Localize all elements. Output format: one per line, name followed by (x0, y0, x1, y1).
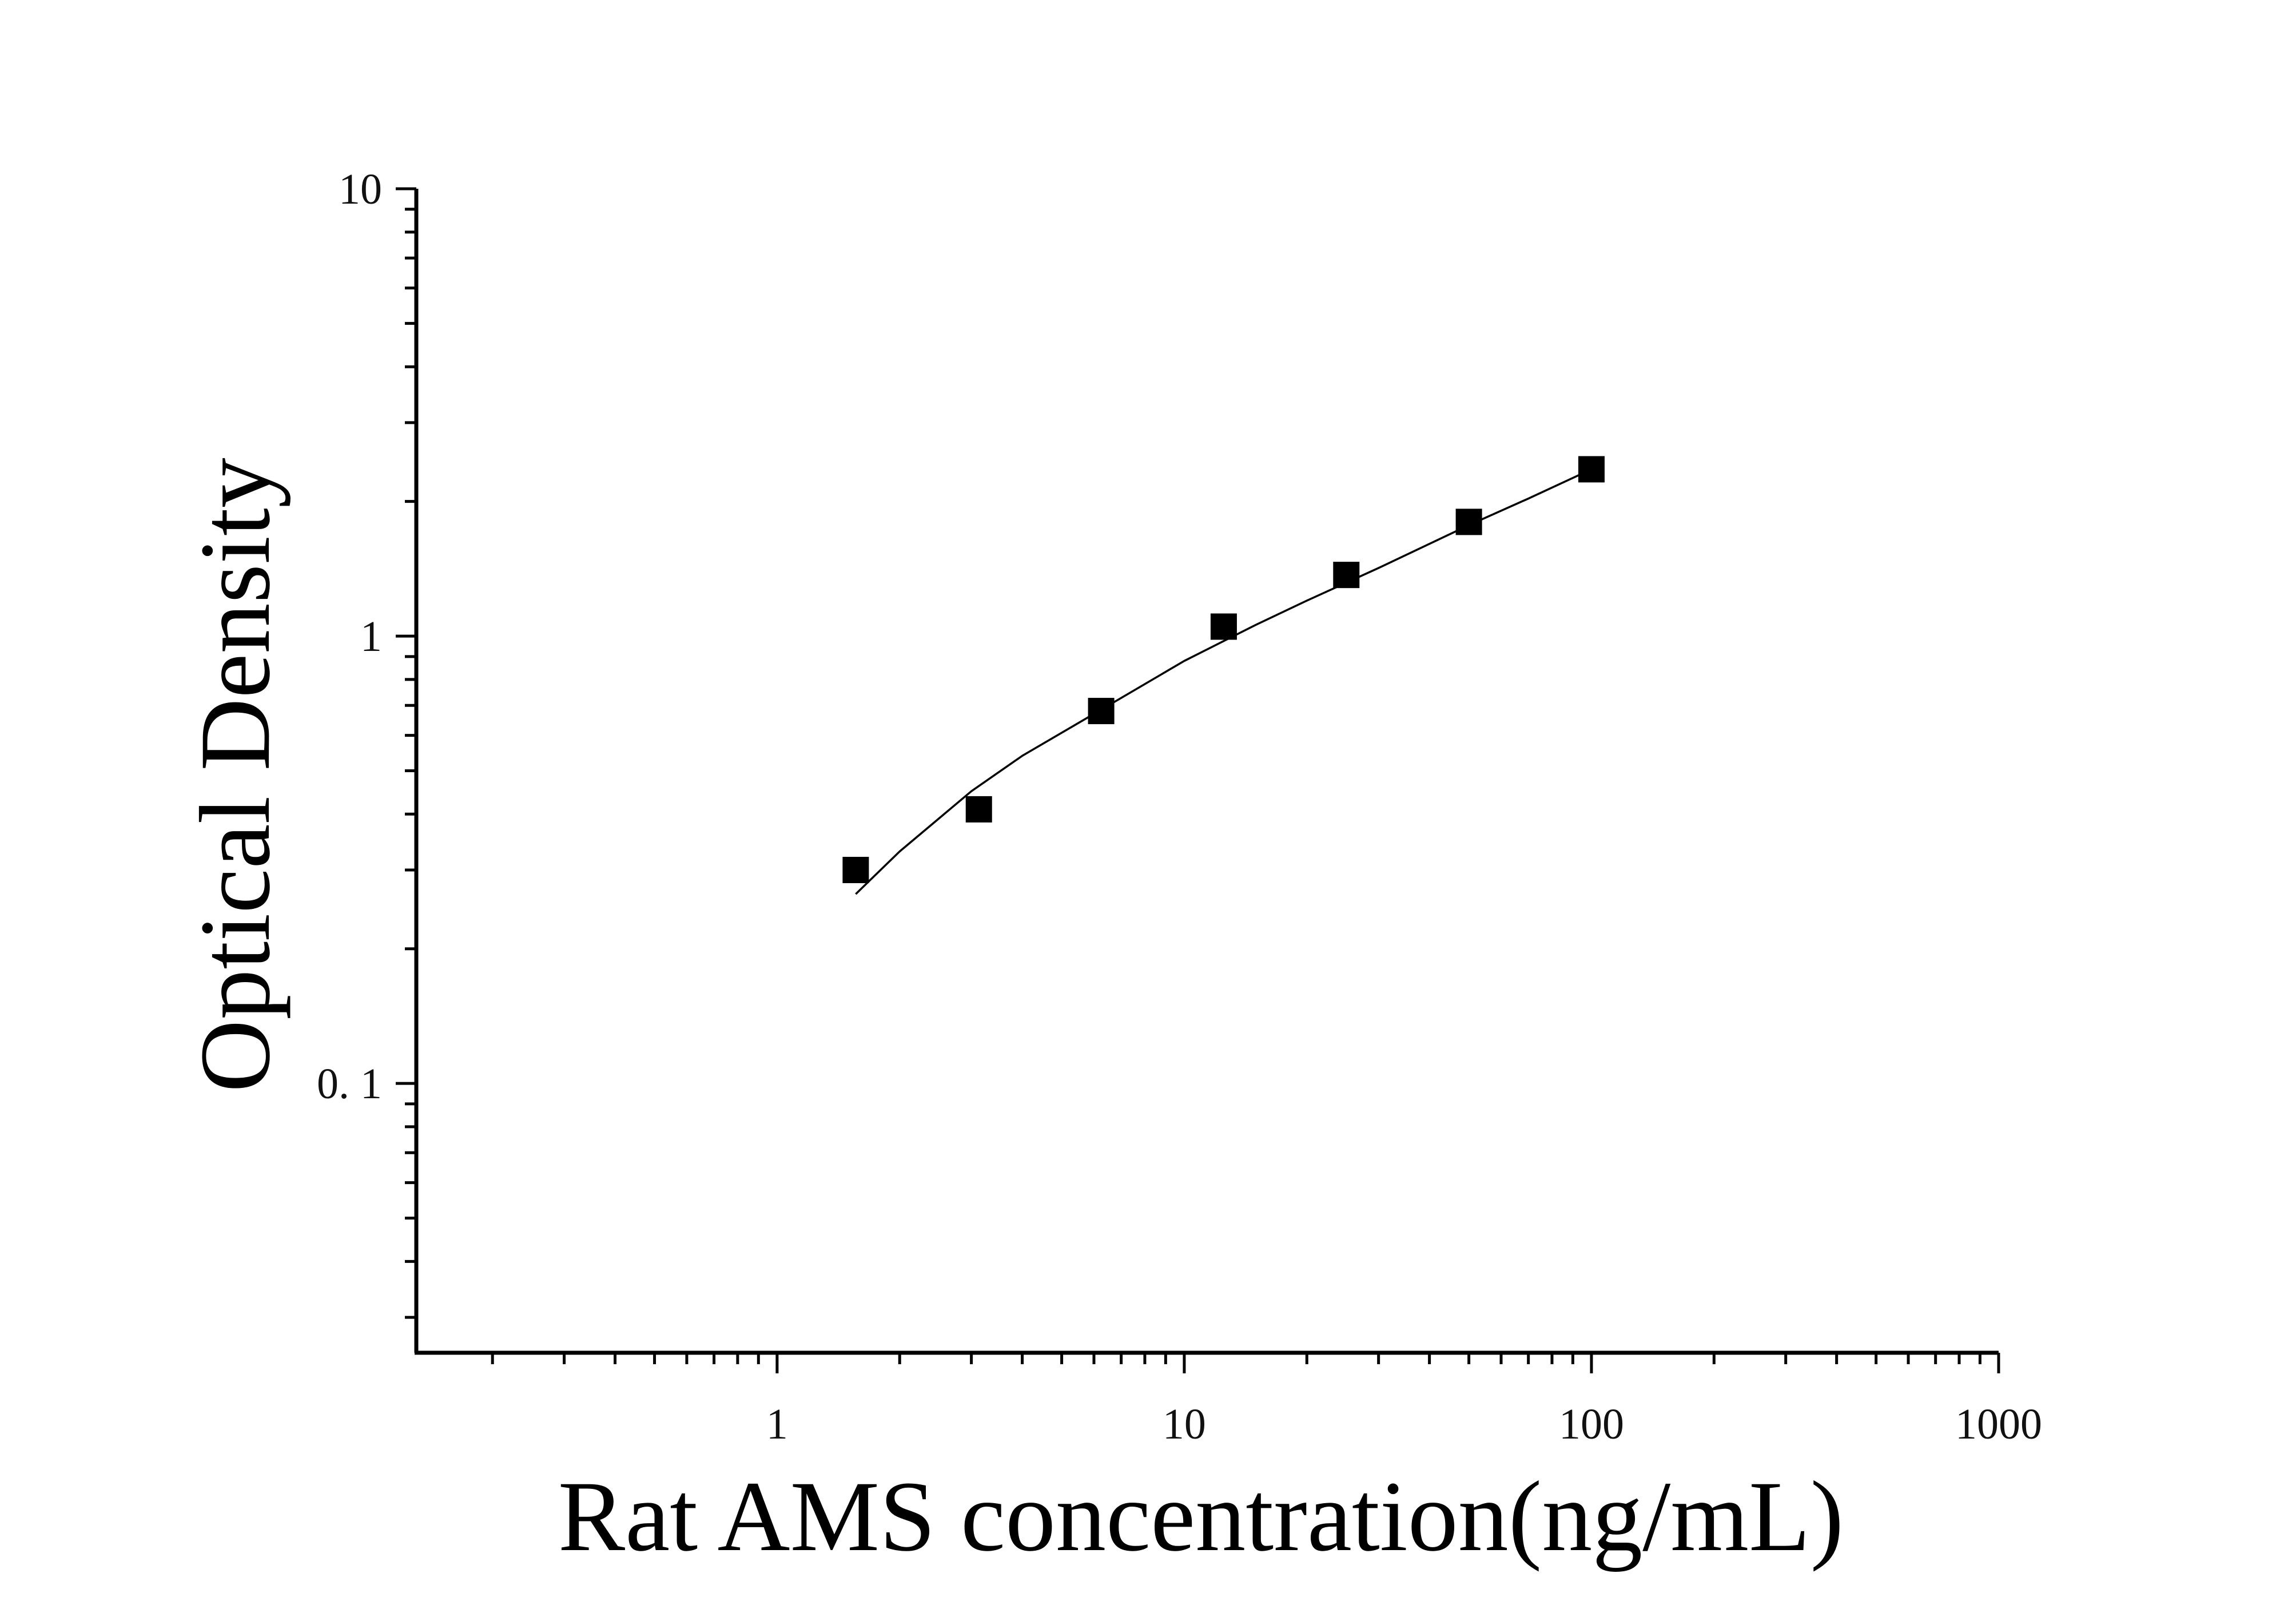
data-point (1088, 698, 1115, 725)
y-axis-title: Optical Density (180, 458, 291, 1092)
data-point (1333, 562, 1360, 589)
data-point (1455, 508, 1482, 535)
x-tick-label: 10 (1163, 1400, 1206, 1448)
axes: 1 10 100 1000 0. 1 1 10 (317, 165, 2042, 1448)
x-axis-title: Rat AMS concentration(ng/mL) (558, 1461, 1844, 1572)
x-tick-label: 1 (766, 1400, 788, 1448)
y-tick-label: 10 (339, 165, 382, 213)
data-point (842, 857, 869, 884)
y-tick-label: 1 (360, 613, 382, 661)
x-tick-label: 1000 (1955, 1400, 2042, 1448)
data-point (1578, 456, 1605, 483)
x-tick-label: 100 (1559, 1400, 1624, 1448)
data-point (965, 796, 992, 823)
data-point (1210, 613, 1237, 640)
data-marks (842, 456, 1605, 895)
y-tick-label: 0. 1 (317, 1060, 382, 1108)
